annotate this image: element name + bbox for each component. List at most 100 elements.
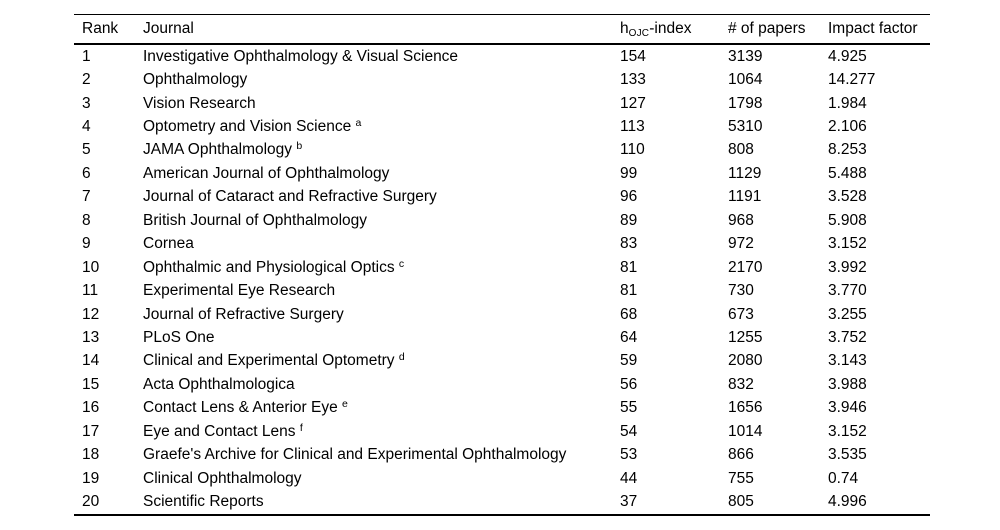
journal-ranking-table: Rank Journal hOJC-index # of papers Impa… [74, 14, 930, 516]
impact-factor-cell: 3.535 [828, 446, 867, 464]
journal-cell: Journal of Cataract and Refractive Surge… [143, 188, 437, 206]
table-row: 17 Eye and Contact Lens f 54 1014 3.152 [74, 420, 930, 443]
footnote-marker: d [398, 351, 405, 364]
impact-factor-cell: 5.488 [828, 164, 867, 182]
journal-cell: JAMA Ophthalmology b [143, 140, 303, 159]
h-index-cell: 44 [620, 469, 638, 487]
impact-factor-cell: 5.908 [828, 211, 867, 229]
h-index-cell: 81 [620, 258, 638, 276]
papers-cell: 730 [728, 282, 754, 300]
h-index-cell: 154 [620, 47, 646, 65]
rank-cell: 5 [82, 141, 91, 159]
footnote-marker: a [355, 117, 362, 130]
impact-factor-cell: 0.74 [828, 469, 859, 487]
journal-cell: PLoS One [143, 328, 215, 346]
journal-cell: Acta Ophthalmologica [143, 375, 295, 393]
rank-cell: 13 [82, 328, 100, 346]
papers-cell: 1129 [728, 164, 762, 182]
column-header-rank: Rank [82, 20, 119, 37]
h-index-cell: 96 [620, 188, 638, 206]
rank-cell: 8 [82, 211, 91, 229]
h-index-subscript: OJC [628, 28, 650, 39]
h-index-cell: 59 [620, 352, 638, 370]
footnote-marker: c [398, 257, 405, 270]
h-index-cell: 83 [620, 235, 638, 253]
rank-cell: 1 [82, 47, 91, 65]
impact-factor-cell: 3.152 [828, 235, 867, 253]
footnote-marker: e [342, 398, 348, 411]
h-index-cell: 110 [620, 141, 645, 159]
papers-cell: 1064 [728, 71, 763, 89]
impact-factor-cell: 3.752 [828, 328, 867, 346]
papers-cell: 832 [728, 375, 754, 393]
column-header-h-index: hOJC-index [612, 15, 720, 45]
table-row: 11 Experimental Eye Research 81 730 3.770 [74, 279, 930, 302]
table-row: 15 Acta Ophthalmologica 56 832 3.988 [74, 373, 930, 396]
journal-cell: Experimental Eye Research [143, 282, 336, 300]
rank-cell: 10 [82, 258, 100, 276]
table-row: 19 Clinical Ophthalmology 44 755 0.74 [74, 467, 930, 490]
table-body: 1 Investigative Ophthalmology & Visual Sc… [74, 44, 930, 515]
journal-cell: Scientific Reports [143, 493, 264, 511]
table-row: 8 British Journal of Ophthalmology 89 968 5.… [74, 209, 930, 232]
impact-factor-cell: 4.996 [828, 493, 867, 511]
journal-cell: Graefe's Archive for Clinical and Experi… [143, 446, 567, 464]
journal-cell: Investigative Ophthalmology & Visual Sci… [143, 47, 459, 65]
rank-cell: 3 [82, 94, 91, 112]
journal-table-container: Rank Journal hOJC-index # of papers Impa… [74, 14, 930, 516]
rank-cell: 16 [82, 399, 100, 417]
impact-factor-cell: 3.255 [828, 305, 867, 323]
papers-cell: 1014 [728, 422, 763, 440]
table-row: 20 Scientific Reports 37 805 4.996 [74, 490, 930, 515]
papers-cell: 972 [728, 235, 754, 253]
papers-cell: 968 [728, 211, 754, 229]
rank-cell: 6 [82, 164, 91, 182]
h-index-cell: 56 [620, 375, 638, 393]
rank-cell: 7 [82, 188, 91, 206]
papers-cell: 2170 [728, 258, 763, 276]
rank-cell: 17 [82, 422, 100, 440]
h-index-rest: -index [649, 20, 692, 37]
rank-cell: 18 [82, 446, 100, 464]
impact-factor-cell: 3.992 [828, 258, 867, 276]
table-row: 14 Clinical and Experimental Optometry d 5… [74, 350, 930, 373]
journal-cell: Vision Research [143, 94, 256, 112]
table-row: 4 Optometry and Vision Science a 113 5310 2.… [74, 115, 930, 138]
column-header-journal: Journal [143, 20, 194, 37]
impact-factor-cell: 4.925 [828, 47, 867, 65]
h-index-cell: 99 [620, 164, 638, 182]
papers-cell: 866 [728, 446, 754, 464]
h-index-cell: 53 [620, 446, 638, 464]
papers-cell: 3139 [728, 47, 763, 65]
h-index-base: h [620, 20, 629, 37]
table-row: 2 Ophthalmology 133 1064 14.277 [74, 68, 930, 91]
column-header-impact-factor: Impact factor [828, 20, 918, 37]
h-index-cell: 127 [620, 94, 646, 112]
rank-cell: 4 [82, 118, 91, 136]
journal-cell: Clinical and Experimental Optometry d [143, 351, 405, 370]
journal-cell: Optometry and Vision Science a [143, 117, 362, 136]
table-row: 1 Investigative Ophthalmology & Visual Sc… [74, 44, 930, 68]
papers-cell: 808 [728, 141, 754, 159]
journal-cell: British Journal of Ophthalmology [143, 211, 368, 229]
table-row: 5 JAMA Ophthalmology b 110 808 8.253 [74, 139, 930, 162]
papers-cell: 5310 [728, 118, 763, 136]
papers-cell: 805 [728, 493, 754, 511]
rank-cell: 15 [82, 375, 100, 393]
column-header-papers: # of papers [728, 20, 806, 37]
table-row: 13 PLoS One 64 1255 3.752 [74, 326, 930, 349]
rank-cell: 12 [82, 305, 100, 323]
h-index-cell: 54 [620, 422, 638, 440]
rank-cell: 19 [82, 469, 100, 487]
rank-cell: 14 [82, 352, 100, 370]
papers-cell: 1255 [728, 328, 763, 346]
journal-cell: American Journal of Ophthalmology [143, 164, 390, 182]
papers-cell: 1798 [728, 94, 763, 112]
impact-factor-cell: 2.106 [828, 118, 867, 136]
table-row: 18 Graefe's Archive for Clinical and Expe… [74, 443, 930, 466]
papers-cell: 1191 [728, 188, 762, 206]
journal-cell: Ophthalmic and Physiological Optics c [143, 257, 405, 276]
papers-cell: 2080 [728, 352, 763, 370]
footnote-marker: f [299, 421, 303, 434]
